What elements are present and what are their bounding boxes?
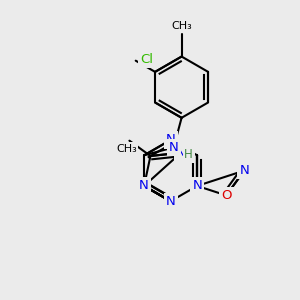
Text: N: N <box>166 195 176 208</box>
Text: CH₃: CH₃ <box>116 144 137 154</box>
Text: CH₃: CH₃ <box>171 21 192 31</box>
Text: N: N <box>166 134 176 146</box>
Text: N: N <box>239 164 249 177</box>
Text: O: O <box>221 189 232 202</box>
Text: H: H <box>184 148 193 161</box>
Text: N: N <box>192 179 202 192</box>
Text: N: N <box>169 141 178 154</box>
Text: N: N <box>139 179 149 192</box>
Text: Cl: Cl <box>140 53 153 66</box>
Text: N: N <box>176 146 186 159</box>
